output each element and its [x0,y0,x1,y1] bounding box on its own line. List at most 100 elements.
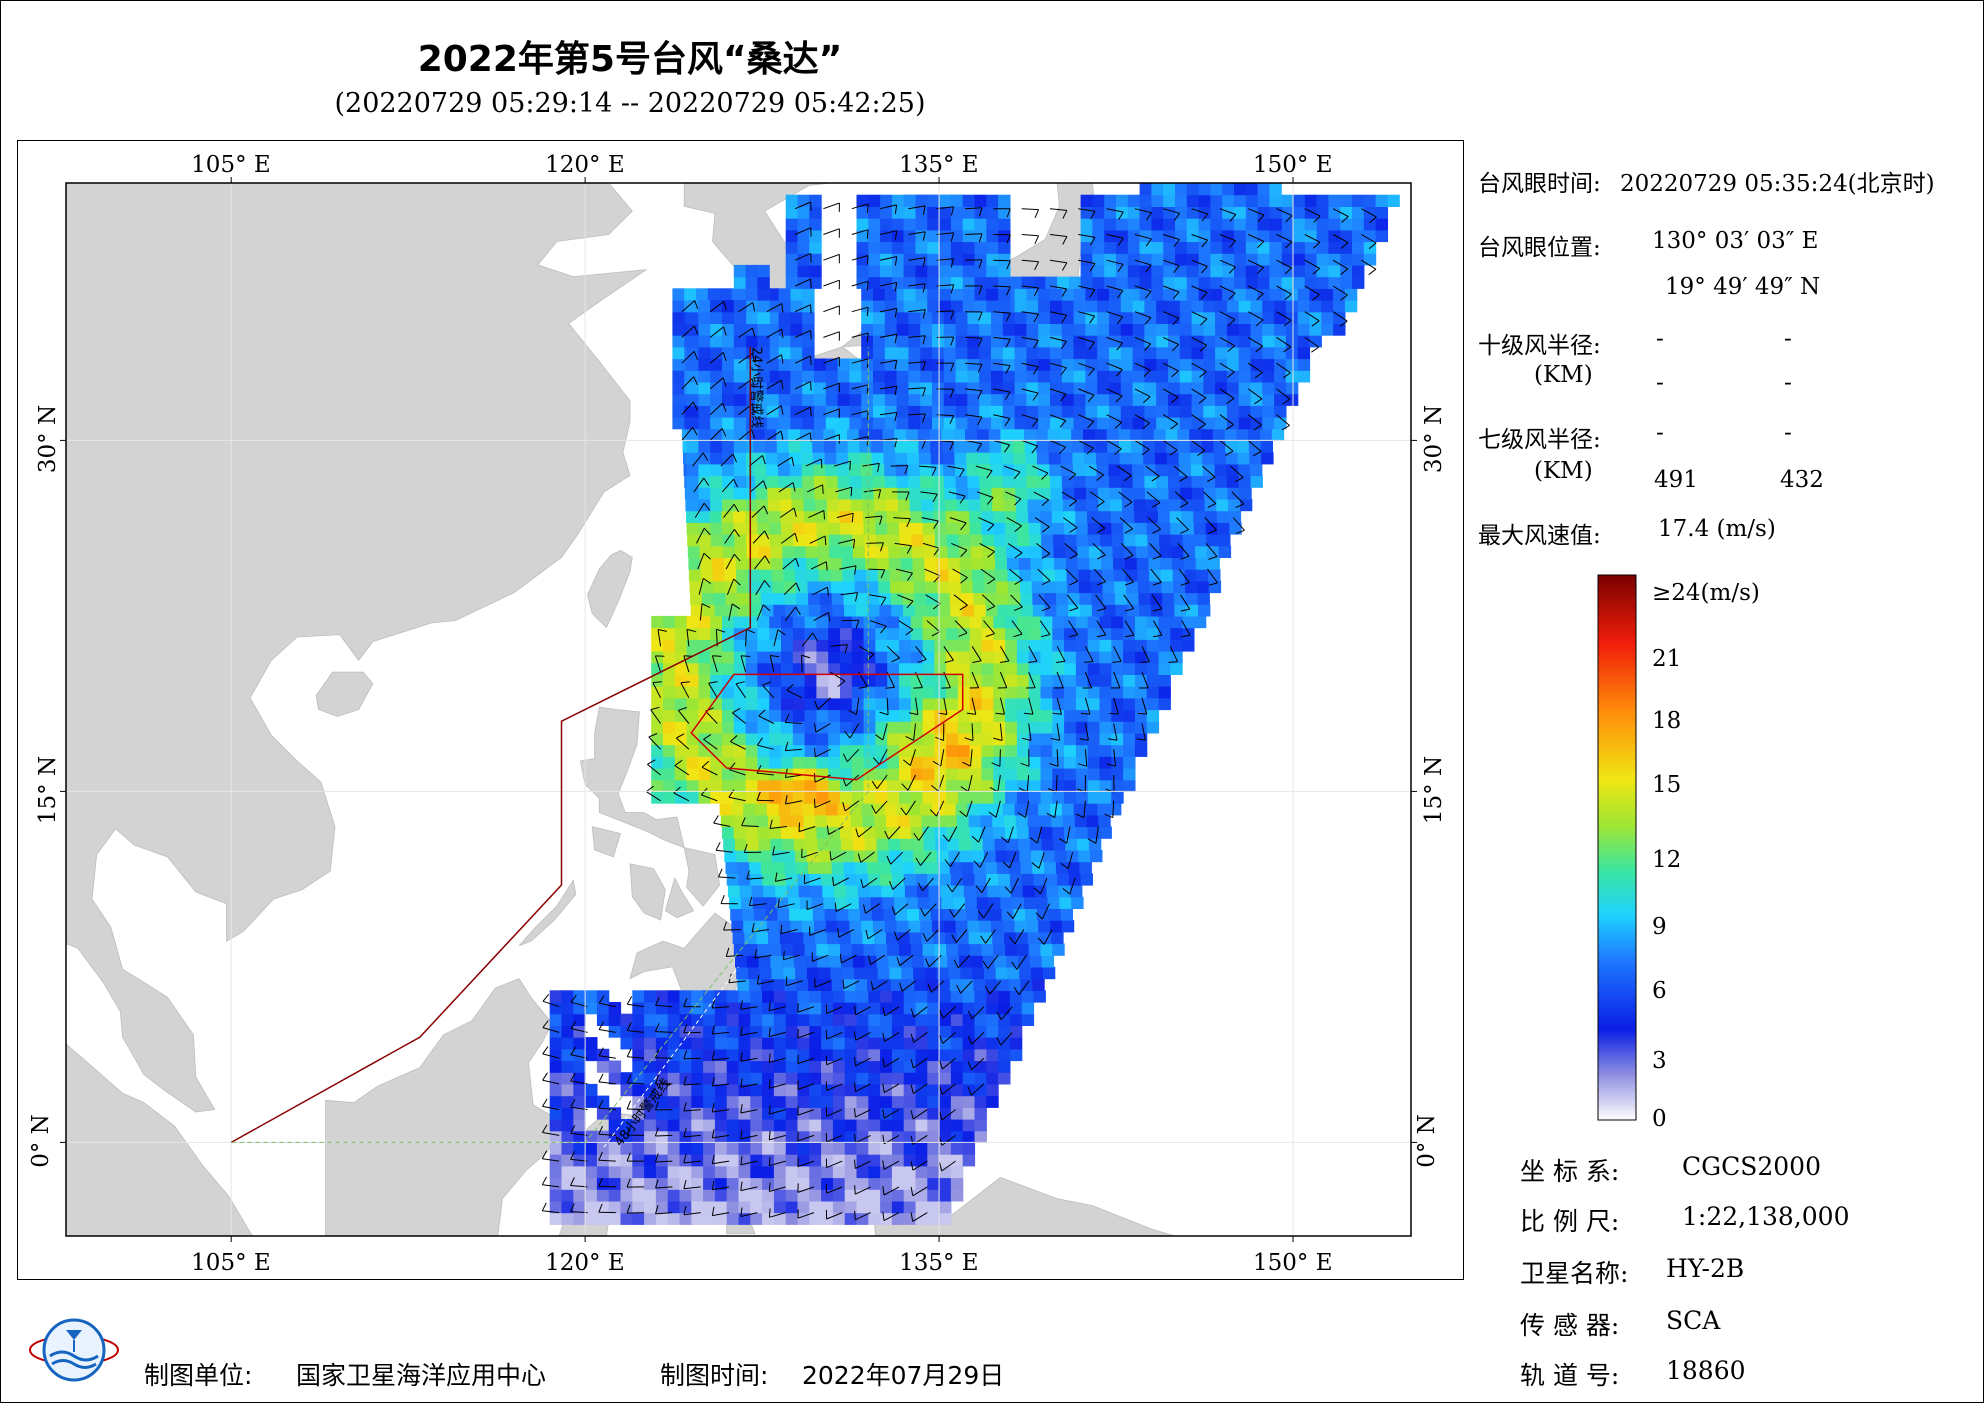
wind-cell [573,990,586,1003]
wind-cell [1099,627,1112,640]
wind-cell [808,861,821,874]
wind-barb [1219,414,1234,431]
wind-cell [1178,440,1191,453]
wind-cell [809,1072,822,1085]
wind-cell [998,1060,1011,1073]
wind-cell [821,1072,834,1085]
wind-cell [974,300,987,313]
wind-cell [897,931,911,945]
wind-cell [877,569,891,582]
wind-cell [733,264,747,278]
wind-cell [814,417,827,430]
wind-cell [778,288,791,301]
wind-cell [922,791,935,804]
wind-cell [880,1130,893,1143]
wind-cell [1260,440,1273,453]
wind-cell [923,534,936,547]
wind-barb [1162,414,1178,430]
wind-cell [962,229,976,243]
wind-cell [738,1212,751,1225]
wind-cell [773,1060,787,1073]
wind-cell [1215,323,1228,336]
wind-cell [835,896,848,909]
wind-cell [1078,569,1091,582]
wind-cell [1203,346,1216,360]
wind-cell [934,686,947,699]
wind-cell [922,709,935,722]
wind-cell [882,896,895,909]
wind-cell [691,1154,704,1167]
wind-cell [749,861,762,874]
wind-cell [840,697,853,711]
wind-cell [891,1142,905,1155]
wind-cell [1245,218,1259,231]
wind-cell [778,300,791,313]
wind-cell [672,393,685,406]
wind-cell [1087,639,1101,652]
wind-cell [766,393,780,406]
wind-cell [1014,920,1027,933]
wind-cell [924,557,937,570]
wind-cell [1203,323,1216,336]
wind-cell [561,1002,574,1015]
wind-cell [686,744,699,757]
wind-cell [915,1025,928,1038]
wind-cell [974,1002,987,1015]
wind-cell [934,627,947,640]
wind-cell [1075,709,1089,722]
wind-cell [888,557,902,570]
wind-cell [765,908,778,921]
wind-cell [1145,498,1158,512]
wind-barb [756,764,774,776]
wind-cell [950,1130,964,1143]
wind-barb [1112,646,1122,663]
wind-barb [740,1181,758,1192]
wind-barb [777,456,795,467]
wind-barb [542,1046,560,1059]
wind-cell [1328,229,1341,243]
wind-cell [686,686,699,699]
wind-cell [1087,615,1101,629]
wind-cell [910,779,924,792]
wind-cell [724,849,737,863]
wind-barb [1106,285,1124,299]
wind-cell [1134,721,1148,734]
wind-barb [892,491,910,501]
wind-barb [810,561,828,571]
wind-cell [974,990,987,1003]
wind-cell [1175,183,1188,196]
wind-cell [993,756,1006,769]
wind-cell [1328,241,1341,254]
wind-cell [1061,381,1075,395]
wind-cell [1085,475,1098,488]
wind-cell [1293,241,1306,254]
wind-barb [830,644,848,654]
wind-cell [1177,428,1190,441]
wind-cell [950,276,964,289]
wind-cell [733,452,747,465]
wind-cell [851,732,865,746]
wind-cell [903,1154,917,1167]
wind-cell [679,990,692,1003]
wind-cell [698,417,711,430]
wind-barb [1038,594,1051,612]
wind-barb [844,723,860,739]
wind-cell [801,452,814,465]
wind-cell [884,417,898,430]
wind-cell [1316,194,1329,207]
wind-cell [1238,335,1252,348]
wind-cell [1099,662,1112,675]
wind-cell [684,288,697,301]
wind-cell [1144,381,1157,395]
wind-cell [934,615,947,629]
wind-cell [549,1083,563,1097]
wind-cell [986,300,999,313]
wind-cell [733,732,747,746]
wind-cell [946,534,960,547]
wind-barb [673,786,690,802]
wind-cell [651,709,664,722]
wind-cell [915,241,928,254]
wind-cell [1262,381,1275,395]
wind-barb [979,542,995,558]
